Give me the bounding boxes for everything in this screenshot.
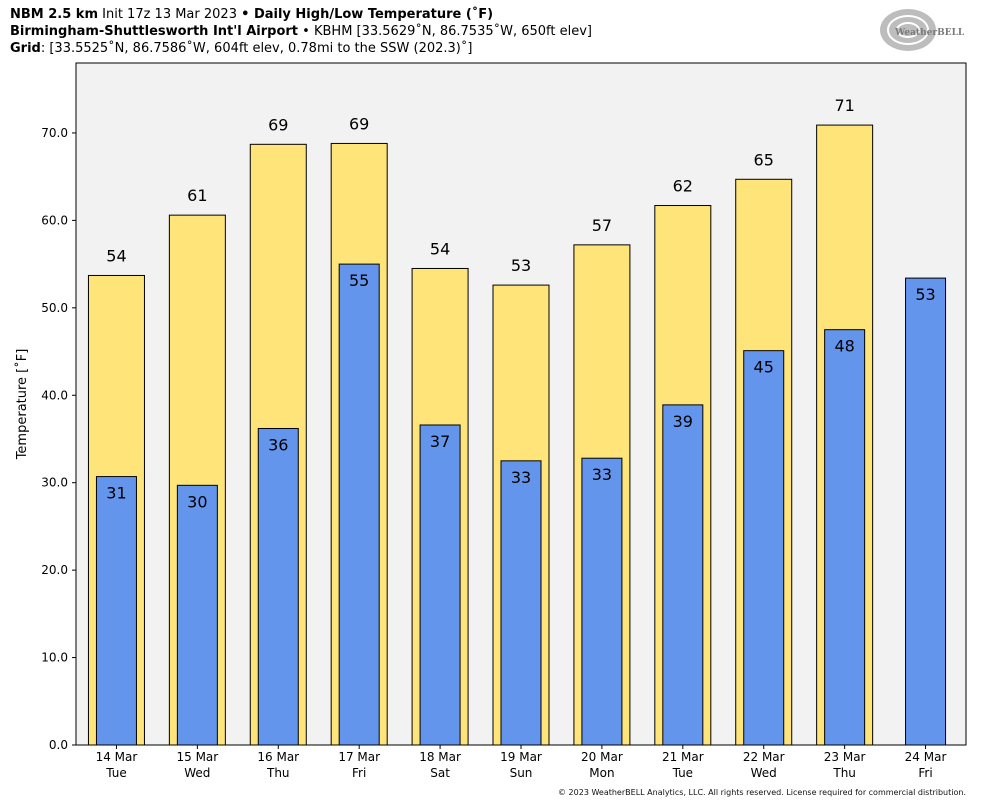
low-temp-label: 36 (268, 435, 288, 454)
low-temp-bar (662, 404, 704, 746)
x-tick-weekday: Mon (589, 766, 614, 780)
model-name: NBM 2.5 km (10, 7, 98, 22)
low-temp-bar (824, 329, 866, 746)
y-tick-label: 20.0 (41, 563, 68, 577)
x-tick-date: 14 Mar (96, 750, 138, 764)
x-tick-date: 18 Mar (419, 750, 461, 764)
y-tick-label: 70.0 (41, 126, 68, 140)
header-separator: • (241, 7, 250, 22)
low-temp-bar (581, 457, 623, 746)
y-tick-label: 30.0 (41, 476, 68, 490)
x-tick-date: 22 Mar (743, 750, 785, 764)
high-temp-label: 69 (349, 114, 369, 133)
high-temp-label: 57 (592, 216, 612, 235)
x-tick-weekday: Fri (352, 766, 366, 780)
low-temp-bar (905, 277, 947, 746)
header-line-3: Grid: [33.5525˚N, 86.7586˚W, 604ft elev,… (10, 41, 472, 57)
x-tick-weekday: Tue (105, 766, 127, 780)
high-temp-label: 54 (106, 246, 126, 265)
y-tick-label: 0.0 (49, 738, 68, 752)
high-temp-label: 53 (511, 256, 531, 275)
copyright-footer: © 2023 WeatherBELL Analytics, LLC. All r… (558, 788, 966, 797)
y-tick-label: 60.0 (41, 213, 68, 227)
low-temp-label: 48 (834, 337, 854, 356)
x-tick-date: 21 Mar (662, 750, 704, 764)
x-tick-weekday: Sun (510, 766, 533, 780)
x-tick-weekday: Wed (184, 766, 210, 780)
station-name: Birmingham-Shuttlesworth Int'l Airport (10, 24, 299, 39)
x-axis: 14 Mar Tue 15 Mar Wed 16 Mar Thu 17 Mar Fri 18 M… (96, 745, 947, 780)
low-temp-label: 30 (187, 492, 207, 511)
x-tick-date: 24 Mar (905, 750, 947, 764)
y-axis: 0.0 10.0 20.0 30.0 40.0 50.0 60.0 70.0 (41, 126, 76, 752)
low-temp-bar (419, 424, 461, 746)
x-tick-weekday: Sat (430, 766, 450, 780)
low-temp-label: 33 (592, 465, 612, 484)
header-line-2: Birmingham-Shuttlesworth Int'l Airport •… (10, 24, 592, 40)
x-tick-date: 16 Mar (257, 750, 299, 764)
x-tick-date: 15 Mar (176, 750, 218, 764)
low-temp-bar (743, 350, 785, 746)
high-temp-label: 54 (430, 239, 450, 258)
low-temp-label: 33 (511, 468, 531, 487)
low-temp-label: 55 (349, 271, 369, 290)
product-title: Daily High/Low Temperature (˚F) (249, 7, 494, 22)
high-temp-label: 65 (754, 150, 774, 169)
x-tick-weekday: Fri (918, 766, 932, 780)
high-temp-label: 61 (187, 186, 207, 205)
grid-label: Grid (10, 41, 41, 56)
x-tick-date: 20 Mar (581, 750, 623, 764)
low-temp-label: 53 (915, 285, 935, 304)
header-line-1: NBM 2.5 km Init 17z 13 Mar 2023 • Daily … (10, 7, 493, 23)
y-tick-label: 10.0 (41, 651, 68, 665)
init-time: Init 17z 13 Mar 2023 (98, 7, 242, 22)
low-temp-label: 37 (430, 432, 450, 451)
x-tick-weekday: Thu (266, 766, 290, 780)
x-tick-date: 23 Mar (824, 750, 866, 764)
bars-group: 54 31 61 30 69 36 69 55 54 37 53 33 57 33 62 39 65 45 71 48… (87, 96, 947, 746)
header-separator-2: • (298, 24, 314, 39)
low-temp-bar (257, 427, 299, 746)
grid-info: : [33.5525˚N, 86.7586˚W, 604ft elev, 0.7… (40, 41, 473, 56)
high-temp-label: 62 (673, 177, 693, 196)
station-info: KBHM [33.5629˚N, 86.7535˚W, 650ft elev] (313, 24, 592, 39)
low-temp-bar (338, 263, 380, 746)
y-axis-label: Temperature [˚F] (14, 349, 30, 461)
low-temp-bar (176, 484, 218, 746)
logo-text: WeatherBELL (894, 28, 965, 38)
low-temp-bar (500, 460, 542, 746)
high-temp-label: 71 (834, 96, 854, 115)
y-tick-label: 40.0 (41, 388, 68, 402)
weatherbell-logo: WeatherBELL (880, 9, 965, 51)
low-temp-label: 45 (754, 358, 774, 377)
x-tick-weekday: Tue (672, 766, 694, 780)
x-tick-date: 19 Mar (500, 750, 542, 764)
x-tick-weekday: Wed (751, 766, 777, 780)
low-temp-label: 39 (673, 412, 693, 431)
y-tick-label: 50.0 (41, 301, 68, 315)
x-tick-date: 17 Mar (338, 750, 380, 764)
x-tick-weekday: Thu (832, 766, 856, 780)
low-temp-label: 31 (106, 484, 126, 503)
low-temp-bar (95, 476, 137, 746)
high-temp-label: 69 (268, 115, 288, 134)
